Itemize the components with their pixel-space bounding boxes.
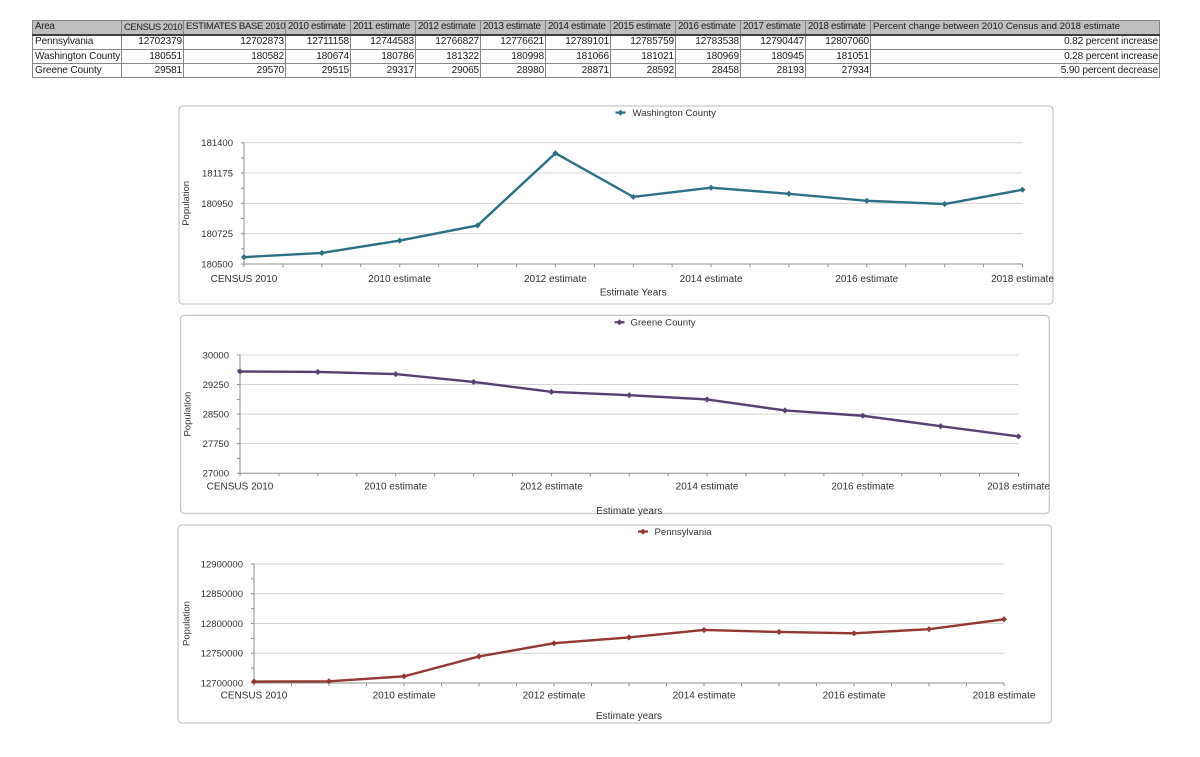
svg-text:12750000: 12750000 [201,649,243,660]
svg-text:2012 estimate: 2012 estimate [524,274,587,285]
svg-text:29250: 29250 [203,380,229,391]
svg-text:181400: 181400 [201,138,233,149]
svg-text:180950: 180950 [201,199,233,210]
svg-text:Greene County: Greene County [631,318,696,329]
svg-text:180725: 180725 [201,229,233,240]
svg-text:27000: 27000 [203,469,229,480]
svg-text:2014 estimate: 2014 estimate [676,482,739,493]
svg-text:CENSUS 2010: CENSUS 2010 [211,274,278,285]
svg-text:12800000: 12800000 [201,619,243,630]
svg-text:2016 estimate: 2016 estimate [835,274,898,285]
svg-text:Pennsylvania: Pennsylvania [655,527,713,538]
svg-text:Population: Population [183,392,194,437]
svg-text:Estimate years: Estimate years [596,711,662,722]
svg-text:2014 estimate: 2014 estimate [680,274,743,285]
svg-text:Estimate Years: Estimate Years [600,288,667,299]
svg-text:Estimate years: Estimate years [596,506,662,517]
svg-text:28500: 28500 [203,410,229,421]
svg-text:12850000: 12850000 [201,589,243,600]
svg-text:CENSUS 2010: CENSUS 2010 [221,691,288,702]
svg-text:2010 estimate: 2010 estimate [373,691,436,702]
svg-text:12700000: 12700000 [201,678,243,689]
svg-text:2018 estimate: 2018 estimate [987,482,1050,493]
svg-text:CENSUS 2010: CENSUS 2010 [207,482,274,493]
svg-text:Population: Population [181,181,192,226]
svg-text:2014 estimate: 2014 estimate [673,691,736,702]
svg-text:181175: 181175 [202,168,233,179]
svg-text:30000: 30000 [203,350,229,361]
svg-text:Population: Population [182,601,193,646]
svg-text:180500: 180500 [201,259,233,270]
svg-text:2018 estimate: 2018 estimate [973,691,1036,702]
svg-text:2018 estimate: 2018 estimate [991,274,1054,285]
svg-text:2012 estimate: 2012 estimate [523,691,586,702]
svg-text:2010 estimate: 2010 estimate [368,274,431,285]
svg-text:2012 estimate: 2012 estimate [520,482,583,493]
svg-text:Washington County: Washington County [633,108,717,119]
svg-text:2016 estimate: 2016 estimate [831,482,894,493]
svg-text:27750: 27750 [203,439,229,450]
svg-text:2010 estimate: 2010 estimate [364,482,427,493]
svg-text:12900000: 12900000 [201,559,243,570]
svg-text:2016 estimate: 2016 estimate [823,691,886,702]
